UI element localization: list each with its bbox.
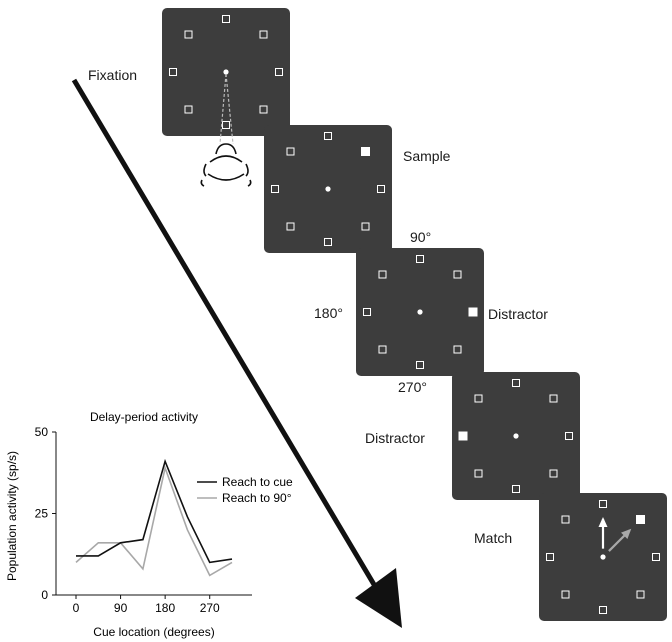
label-distractor-1: Distractor [488, 306, 548, 322]
fixation-point [325, 186, 331, 192]
legend-label-reach-to-cue: Reach to cue [222, 475, 293, 489]
target-square [169, 68, 177, 76]
y-tick-label: 0 [41, 588, 48, 602]
chart-series [75, 458, 233, 577]
target-square [184, 30, 193, 39]
target-square [324, 132, 332, 140]
target-square [652, 553, 660, 561]
target-square [378, 345, 387, 354]
target-square [275, 68, 283, 76]
target-square [599, 500, 607, 508]
target-square [636, 590, 645, 599]
target-square [286, 147, 295, 156]
target-square [561, 590, 570, 599]
fixation-point [223, 69, 229, 75]
chart-xlabel: Cue location (degrees) [93, 625, 214, 639]
target-square [222, 121, 230, 129]
x-tick-label: 270 [200, 601, 220, 615]
label-fixation: Fixation [88, 67, 138, 83]
target-square [184, 105, 193, 114]
target-square [286, 222, 295, 231]
x-tick-label: 180 [155, 601, 175, 615]
target-square [361, 222, 370, 231]
target-square [453, 345, 462, 354]
x-tick-label: 0 [73, 601, 80, 615]
label-180-deg: 180° [314, 305, 343, 321]
target-square [474, 394, 483, 403]
monkey-icon [200, 73, 252, 187]
chart-ylabel: Population activity (sp/s) [5, 451, 19, 581]
label-270-deg: 270° [398, 379, 427, 395]
target-square [549, 469, 558, 478]
x-tick-label: 90 [114, 601, 128, 615]
arrow-reach-to-90 [598, 517, 608, 549]
panel-sample [264, 125, 392, 253]
target-square [363, 308, 371, 316]
target-filled [458, 431, 468, 441]
label-distractor-2: Distractor [365, 430, 425, 446]
fixation-point [513, 433, 519, 439]
label-sample: Sample [403, 148, 451, 164]
legend-label-reach-to-90: Reach to 90° [222, 491, 292, 505]
target-square [565, 432, 573, 440]
chart-title: Delay-period activity [90, 410, 198, 424]
target-square [512, 485, 520, 493]
target-square [599, 606, 607, 614]
target-square [259, 105, 268, 114]
target-square [259, 30, 268, 39]
target-square [271, 185, 279, 193]
target-square [512, 379, 520, 387]
label-match: Match [474, 530, 513, 546]
target-square [324, 238, 332, 246]
target-square [546, 553, 554, 561]
target-square [416, 361, 424, 369]
time-arrow-head [355, 568, 402, 628]
arrow-reach-to-cue [608, 528, 632, 552]
panel-match [539, 493, 667, 621]
target-filled [468, 307, 478, 317]
time-arrow-shaft [71, 78, 385, 600]
chart-legend: Reach to cue Reach to 90° [197, 475, 293, 505]
fixation-point [600, 554, 606, 560]
chart-axes: 0 25 50 0 90 180 270 [35, 425, 252, 615]
target-filled [361, 147, 370, 156]
target-square [561, 515, 570, 524]
label-90-deg: 90° [410, 229, 432, 245]
fixation-point [417, 309, 423, 315]
target-square [416, 255, 424, 263]
panel-fixation [162, 8, 290, 136]
target-square [549, 394, 558, 403]
y-tick-label: 50 [35, 425, 49, 439]
target-square [222, 15, 230, 23]
target-square [474, 469, 483, 478]
delay-activity-chart: Delay-period activity Population activit… [5, 410, 293, 639]
panel-distractor-2 [452, 372, 580, 500]
series-line-reach-to-cue [76, 458, 233, 564]
target-filled [636, 515, 645, 524]
y-tick-label: 25 [35, 507, 49, 521]
target-square [378, 270, 387, 279]
target-square [377, 185, 385, 193]
panel-distractor-1 [356, 248, 484, 376]
target-square [453, 270, 462, 279]
series-line-reach-to-90 [75, 465, 233, 577]
